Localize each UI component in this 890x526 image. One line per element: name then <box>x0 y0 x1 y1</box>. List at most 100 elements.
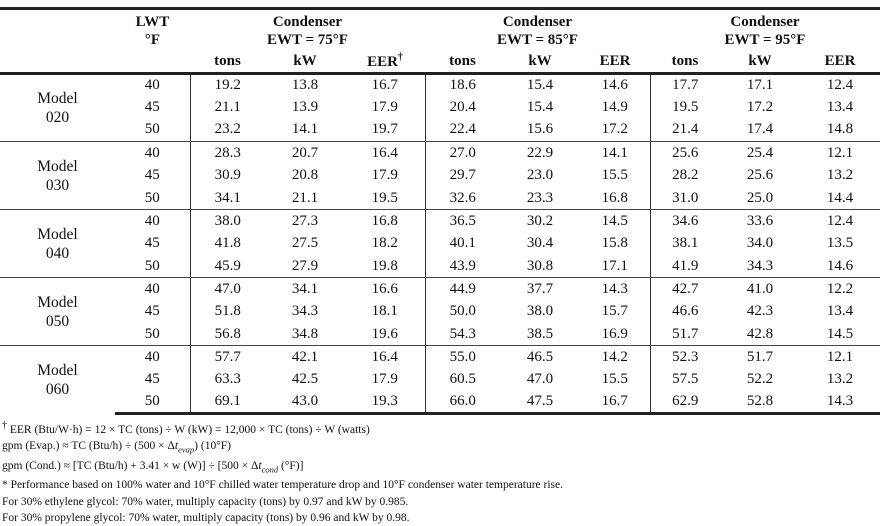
value-cell: 66.0 <box>425 391 500 416</box>
value-cell: 27.3 <box>265 209 345 233</box>
value-cell: 27.0 <box>425 141 500 165</box>
value-cell: 19.5 <box>672 99 699 116</box>
value-cell: 19.5 <box>345 186 426 211</box>
value-cell: 28.2 <box>672 167 699 184</box>
value-cell: 42.8 <box>720 323 800 347</box>
column-header-text: kW <box>748 53 772 70</box>
value-cell: 56.8 <box>190 323 265 347</box>
value-cell: 14.1 <box>580 141 651 165</box>
model-cell: Model 030 <box>0 141 115 210</box>
value-cell: 62.9 <box>650 391 720 416</box>
value-cell: 34.6 <box>650 209 720 233</box>
lwt-cell: 45 <box>115 96 191 119</box>
value-cell: 25.4 <box>720 141 800 165</box>
column-header: EER† <box>345 51 425 75</box>
value-cell: 34.8 <box>265 323 345 347</box>
value-cell: 57.7 <box>190 345 265 369</box>
value-cell: 15.6 <box>500 118 580 143</box>
lwt-label: LWT <box>135 13 170 30</box>
value-cell: 14.6 <box>800 255 880 279</box>
table-row: Model 060 40 57.7 42.1 16.4 55.0 46.5 14.2 52.3 51… <box>0 345 880 414</box>
value-cell: 15.4 <box>500 73 580 97</box>
table-row: Model 020 40 19.2 13.8 16.7 18.6 15.4 14.6 17.7 17… <box>0 72 880 142</box>
group-header: Condenser EWT = 95°F <box>650 7 880 52</box>
column-header: kW <box>265 51 345 75</box>
footnote: gpm (Cond.) ≈ [TC (Btu/h) + 3.41 × w (W)… <box>2 458 563 478</box>
value-cell: 12.1 <box>800 345 880 369</box>
value-cell: 23.3 <box>500 186 580 211</box>
value-cell: 15.7 <box>580 300 651 324</box>
lwt-cell: 40 <box>115 73 191 97</box>
footnote-text: ) (10°F) <box>194 440 232 453</box>
value-cell: 20.7 <box>265 141 345 165</box>
value-cell: 19.7 <box>345 118 426 143</box>
value-cell: 41.8 <box>214 235 241 252</box>
value-cell: 42.1 <box>265 345 345 369</box>
value-cell: 15.4 <box>526 99 554 116</box>
value-cell: 41.9 <box>650 255 720 279</box>
value-cell: 14.3 <box>580 277 651 301</box>
footnote-sub: cond <box>261 464 279 475</box>
footnote: † EER (Btu/W·h) = 12 × TC (tons) ÷ W (kW… <box>2 418 563 438</box>
value-cell: 22.4 <box>425 118 500 143</box>
value-cell: 36.5 <box>425 209 500 233</box>
value-cell: 14.6 <box>580 73 651 97</box>
column-header: kW <box>500 51 580 75</box>
lwt-cell: 45 <box>115 300 191 324</box>
group-header-line: EWT = 95°F <box>724 31 806 48</box>
lwt-cell: 40 <box>115 141 191 165</box>
model-cell: Model 020 <box>0 72 115 142</box>
group-header-line: Condenser <box>272 13 343 30</box>
value-cell: 15.5 <box>580 368 651 392</box>
value-cell: 17.9 <box>345 368 426 392</box>
value-cell: 69.1 <box>190 391 265 416</box>
value-cell: 14.5 <box>800 323 880 347</box>
footnote: * Performance based on 100% water and 10… <box>2 479 563 492</box>
value-cell: 38.5 <box>500 323 580 347</box>
value-cell: 19.8 <box>345 255 426 279</box>
table-header: LWT °F Condenser EWT = 75°F Condenser EWT = … <box>0 7 880 75</box>
value-cell: 15.8 <box>580 232 651 255</box>
value-cell: 42.3 <box>746 303 774 320</box>
value-cell: 37.7 <box>500 277 580 301</box>
footnote-text: gpm (Cond.) ≈ [TC (Btu/h) + 3.41 × w (W)… <box>2 459 259 472</box>
value-cell: 21.1 <box>214 99 241 116</box>
value-cell: 34.1 <box>265 277 345 301</box>
model-label: Model <box>37 157 78 175</box>
value-cell: 42.7 <box>650 277 720 301</box>
column-header: tons <box>190 51 265 75</box>
model-label: 030 <box>45 176 70 194</box>
model-label: Model <box>37 90 78 108</box>
value-cell: 19.3 <box>345 391 426 416</box>
lwt-cell: 50 <box>115 186 191 211</box>
value-cell: 14.3 <box>800 391 880 416</box>
column-header-text: tons <box>671 53 699 70</box>
value-cell: 51.7 <box>650 323 720 347</box>
value-cell: 16.8 <box>580 186 651 211</box>
value-cell: 17.9 <box>345 164 426 187</box>
value-cell: 17.1 <box>580 255 651 279</box>
value-cell: 19.2 <box>190 73 265 97</box>
lwt-cell: 40 <box>115 277 191 301</box>
group-header: Condenser EWT = 85°F <box>425 7 650 52</box>
value-cell: 17.4 <box>720 118 800 143</box>
value-cell: 55.0 <box>425 345 500 369</box>
table-row: 45 41.8 27.5 18.2 40.1 30.4 15.8 38.1 34.0 13.5 <box>0 232 880 255</box>
lwt-header: LWT °F <box>115 7 190 52</box>
lwt-cell: 50 <box>115 255 191 279</box>
value-cell: 14.4 <box>800 186 880 211</box>
lwt-cell: 45 <box>115 164 191 187</box>
value-cell: 38.0 <box>190 209 265 233</box>
value-cell: 19.6 <box>345 323 426 347</box>
column-header-text: EER <box>599 53 631 70</box>
value-cell: 12.4 <box>800 209 880 233</box>
value-cell: 25.0 <box>720 186 800 211</box>
value-cell: 20.8 <box>291 167 319 184</box>
value-cell: 17.9 <box>345 96 426 119</box>
footnote-sub: evap <box>178 444 195 455</box>
value-cell: 34.0 <box>746 235 774 252</box>
value-cell: 16.8 <box>345 209 426 233</box>
value-cell: 14.2 <box>580 345 651 369</box>
footnote-text: EER (Btu/W·h) = 12 × TC (tons) ÷ W (kW) … <box>7 423 370 436</box>
value-cell: 17.2 <box>580 118 651 143</box>
